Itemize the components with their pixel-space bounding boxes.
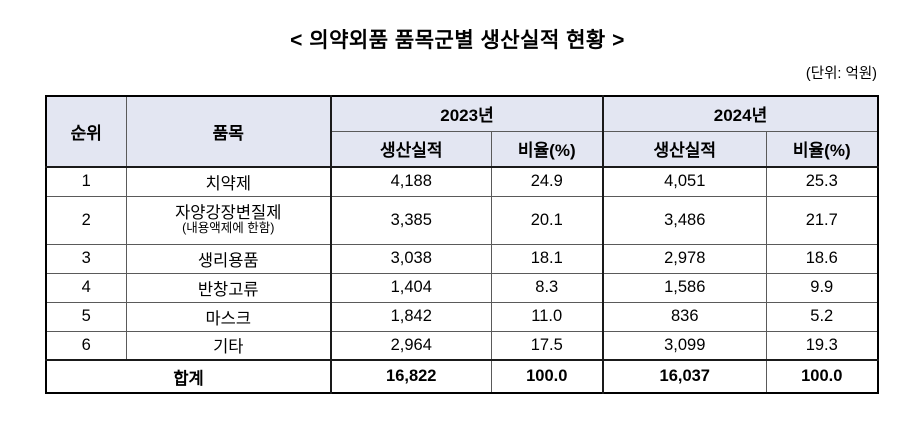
ratio-2023-cell: 20.1 [490, 195, 604, 245]
ratio-2024-cell: 9.9 [765, 272, 879, 303]
ratio-2023-cell: 24.9 [490, 166, 604, 197]
item-cell: 마스크 [125, 301, 332, 332]
ratio-2023-cell: 11.0 [490, 301, 604, 332]
production-2023-cell: 3,385 [330, 195, 492, 245]
rank-cell: 5 [45, 301, 127, 332]
table-body: 1 치약제 4,188 24.9 4,051 25.3 2 자양강장변질제 (내… [45, 166, 879, 394]
production-2023-cell: 1,842 [330, 301, 492, 332]
header-year-2023: 2023년 [330, 95, 604, 132]
ratio-2023-cell: 18.1 [490, 243, 604, 274]
item-cell: 치약제 [125, 166, 332, 197]
item-name: 자양강장변질제 [175, 204, 282, 223]
ratio-2023-cell: 8.3 [490, 272, 604, 303]
production-2023-cell: 4,188 [330, 166, 492, 197]
table-row: 6 기타 2,964 17.5 3,099 19.3 [45, 330, 879, 361]
production-2024-cell: 3,099 [602, 330, 767, 361]
ratio-2024-cell: 21.7 [765, 195, 879, 245]
item-note: (내용액제에 한함) [182, 221, 275, 236]
unit-label: (단위: 억원) [805, 66, 877, 82]
ratio-2024-cell: 19.3 [765, 330, 879, 361]
page-title: < 의약외품 품목군별 생산실적 현황 > [290, 29, 625, 52]
total-row: 합계 16,822 100.0 16,037 100.0 [45, 359, 879, 394]
total-production-2023-cell: 16,822 [330, 359, 492, 394]
total-ratio-2024-cell: 100.0 [765, 359, 879, 394]
ratio-2024-cell: 5.2 [765, 301, 879, 332]
production-2024-cell: 1,586 [602, 272, 767, 303]
production-2024-cell: 836 [602, 301, 767, 332]
production-2024-cell: 3,486 [602, 195, 767, 245]
ratio-2023-cell: 17.5 [490, 330, 604, 361]
total-label-cell: 합계 [45, 359, 332, 394]
item-cell: 생리용품 [125, 243, 332, 274]
rank-cell: 3 [45, 243, 127, 274]
rank-cell: 1 [45, 166, 127, 197]
rank-cell: 2 [45, 195, 127, 245]
table-row: 5 마스크 1,842 11.0 836 5.2 [45, 301, 879, 332]
item-cell: 자양강장변질제 (내용액제에 한함) [125, 195, 332, 245]
production-2023-cell: 2,964 [330, 330, 492, 361]
header-ratio-2023: 비율(%) [490, 130, 604, 168]
rank-cell: 4 [45, 272, 127, 303]
total-production-2024-cell: 16,037 [602, 359, 767, 394]
header-ratio-2024: 비율(%) [765, 130, 879, 168]
ratio-2024-cell: 18.6 [765, 243, 879, 274]
header-rank: 순위 [45, 95, 127, 168]
header-production-2023: 생산실적 [330, 130, 492, 168]
header-production-2024: 생산실적 [602, 130, 767, 168]
header-item: 품목 [125, 95, 332, 168]
production-2023-cell: 3,038 [330, 243, 492, 274]
ratio-2024-cell: 25.3 [765, 166, 879, 197]
table-row: 1 치약제 4,188 24.9 4,051 25.3 [45, 166, 879, 197]
item-cell: 기타 [125, 330, 332, 361]
production-2024-cell: 2,978 [602, 243, 767, 274]
item-cell: 반창고류 [125, 272, 332, 303]
total-ratio-2023-cell: 100.0 [490, 359, 604, 394]
production-2024-cell: 4,051 [602, 166, 767, 197]
production-2023-cell: 1,404 [330, 272, 492, 303]
table-row: 3 생리용품 3,038 18.1 2,978 18.6 [45, 243, 879, 274]
table-row: 4 반창고류 1,404 8.3 1,586 9.9 [45, 272, 879, 303]
table-header: 순위 품목 2023년 2024년 생산실적 비율(%) 생산실적 비율(%) [45, 95, 879, 168]
rank-cell: 6 [45, 330, 127, 361]
table-row: 2 자양강장변질제 (내용액제에 한함) 3,385 20.1 3,486 21… [45, 195, 879, 245]
header-year-2024: 2024년 [602, 95, 879, 132]
production-stats-table: 순위 품목 2023년 2024년 생산실적 비율(%) 생산실적 비율(%) … [45, 95, 879, 394]
